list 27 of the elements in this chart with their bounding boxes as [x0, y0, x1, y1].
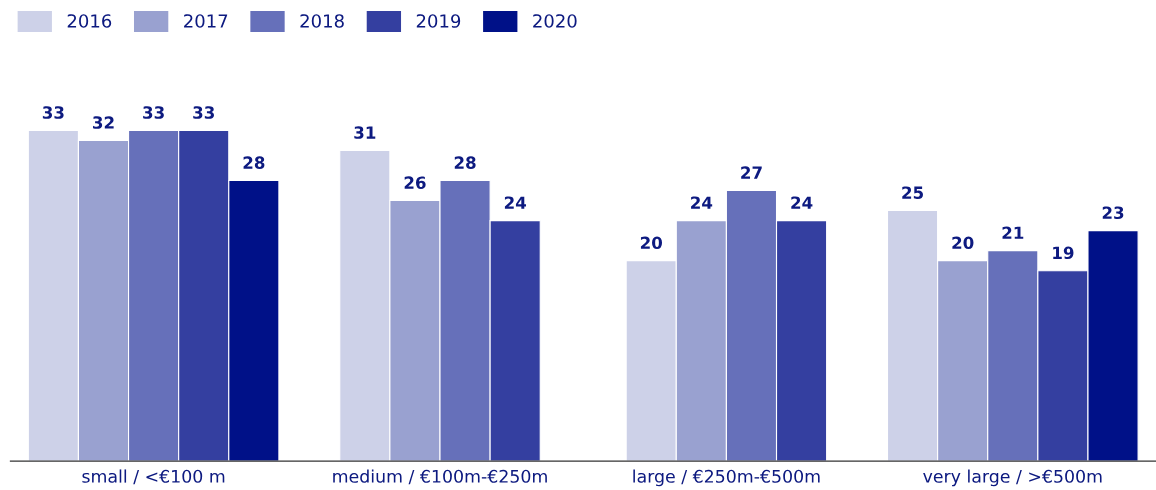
- legend-label: 2020: [533, 14, 577, 28]
- data-label: 25: [902, 186, 923, 199]
- legend-label: 2019: [416, 14, 461, 28]
- data-label: 26: [404, 176, 426, 189]
- data-label: 20: [952, 236, 974, 250]
- data-label: 28: [243, 156, 265, 169]
- legend-label: 2018: [300, 14, 344, 28]
- data-label: 33: [42, 106, 64, 119]
- data-label: 28: [454, 156, 476, 169]
- data-label: 27: [741, 166, 762, 179]
- data-label: 33: [193, 106, 214, 119]
- data-label: 33: [143, 106, 164, 119]
- x-tick-label: small / <€100 m: [82, 469, 225, 485]
- data-label: 20: [640, 236, 663, 250]
- data-label: 21: [1002, 226, 1024, 239]
- data-label: 24: [504, 196, 527, 209]
- data-label: 23: [1102, 206, 1124, 220]
- x-tick-label: large / €250m-€500m: [633, 469, 820, 487]
- x-tick-label: medium / €100m-€250m: [333, 469, 547, 485]
- data-label: 31: [354, 126, 376, 139]
- data-label: 24: [691, 196, 713, 209]
- legend-label: 2016: [67, 14, 112, 28]
- legend-label: 2017: [184, 14, 228, 28]
- data-label: 24: [791, 196, 813, 209]
- x-tick-label: very large / >€500m: [923, 469, 1102, 487]
- data-label: 32: [93, 116, 114, 129]
- data-label: 19: [1053, 246, 1074, 260]
